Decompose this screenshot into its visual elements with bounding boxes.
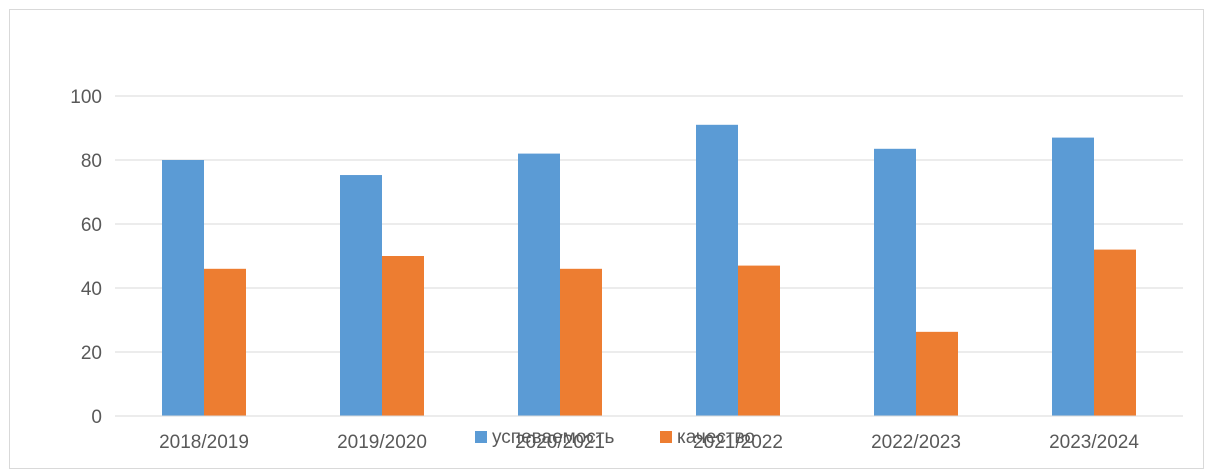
x-tick-label: 2019/2020 (337, 432, 427, 453)
y-tick-label: 40 (81, 279, 102, 300)
x-tick-label: 2021/2022 (693, 432, 783, 453)
x-axis-ticks: 2018/2019 2019/2020 2020/2021 2021/2022 2022… (159, 432, 1139, 453)
bar-kachestvo-2 (560, 268, 602, 416)
x-tick-label: 2020/2021 (515, 432, 605, 453)
bar-uspevaemost-2 (518, 153, 560, 416)
legend-label: успеваемость (492, 427, 614, 448)
bar-uspevaemost-4 (874, 148, 916, 417)
y-tick-label: 20 (81, 343, 102, 364)
bar-kachestvo-0 (204, 268, 246, 416)
bars (162, 124, 1136, 417)
y-tick-label: 0 (91, 407, 102, 428)
bar-kachestvo-1 (382, 256, 424, 416)
bar-chart: 0 20 40 60 80 100 2018/2019 2019/2020 2020/2021… (70, 87, 1183, 453)
legend-swatch (660, 431, 672, 443)
bar-uspevaemost-5 (1052, 137, 1094, 416)
bar-uspevaemost-1 (340, 175, 382, 416)
legend-swatch (475, 431, 487, 443)
legend-label: качество (677, 427, 755, 448)
y-axis-ticks: 0 20 40 60 80 100 (70, 87, 102, 428)
x-tick-label: 2023/2024 (1049, 432, 1139, 453)
bar-kachestvo-3 (738, 265, 780, 416)
bar-uspevaemost-3 (696, 124, 738, 417)
legend: успеваемость качество (475, 427, 755, 448)
grid-lines (115, 95, 1183, 353)
x-tick-label: 2018/2019 (159, 432, 249, 453)
y-tick-label: 80 (81, 151, 102, 172)
bar-kachestvo-4 (916, 331, 958, 416)
bar-uspevaemost-0 (162, 160, 204, 416)
x-tick-label: 2022/2023 (871, 432, 961, 453)
y-tick-label: 60 (81, 215, 102, 236)
y-tick-label: 100 (70, 87, 102, 108)
bar-kachestvo-5 (1094, 249, 1136, 416)
